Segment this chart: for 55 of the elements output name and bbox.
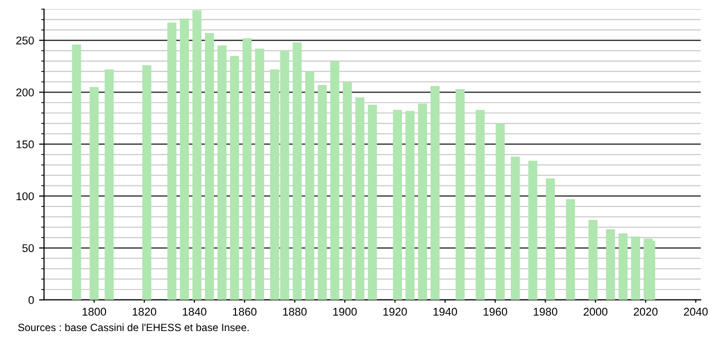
bar	[368, 104, 377, 300]
bar	[292, 42, 302, 300]
bar	[72, 44, 82, 300]
bar	[167, 22, 176, 300]
x-tick-label: 2040	[684, 308, 708, 316]
x-tick-label: 1820	[132, 308, 156, 316]
y-tick-label: 50	[22, 244, 34, 252]
bar	[90, 87, 99, 300]
bar	[528, 160, 538, 300]
x-tick-label: 1900	[333, 308, 357, 316]
x-tick-label: 1960	[484, 308, 508, 316]
x-tick-label: 2000	[584, 308, 608, 316]
bar	[342, 82, 352, 300]
bar	[230, 56, 240, 300]
bar	[242, 38, 252, 300]
x-tick-label: 1920	[383, 308, 407, 316]
y-tick-label: 250	[16, 36, 34, 44]
bar	[255, 48, 264, 300]
bar	[142, 65, 152, 300]
bar	[305, 71, 314, 300]
y-tick-label: 100	[16, 192, 34, 200]
bar	[217, 46, 227, 300]
bar	[430, 86, 440, 300]
bar	[104, 69, 114, 300]
source-note: Sources : base Cassini de l'EHESS et base Insee.	[18, 323, 249, 332]
y-tick-label: 150	[16, 140, 34, 148]
x-tick-label: 2020	[634, 308, 658, 316]
x-tick-label: 1860	[233, 308, 256, 316]
bar	[546, 178, 555, 300]
bar	[392, 110, 402, 300]
bar	[456, 89, 465, 300]
bar	[355, 97, 364, 300]
bar	[180, 18, 189, 300]
bar	[566, 199, 575, 300]
x-tick-label: 1980	[534, 308, 558, 316]
bar	[646, 240, 656, 300]
bar	[588, 220, 598, 300]
bar	[631, 236, 640, 300]
x-tick-label: 1880	[283, 308, 307, 316]
bar	[418, 104, 428, 300]
y-tick-label: 200	[16, 88, 34, 96]
x-tick-label: 1800	[82, 308, 106, 316]
y-tick-label: 0	[28, 296, 34, 304]
x-tick-label: 1940	[434, 308, 458, 316]
bar	[496, 123, 505, 300]
bar	[618, 233, 628, 300]
bar	[192, 10, 202, 300]
bar	[606, 229, 616, 300]
bar	[318, 84, 327, 300]
bar	[204, 33, 214, 300]
bar	[476, 110, 485, 300]
x-tick-label: 1840	[182, 308, 206, 316]
bar	[330, 61, 340, 300]
bar	[405, 110, 415, 300]
bar	[510, 156, 520, 300]
